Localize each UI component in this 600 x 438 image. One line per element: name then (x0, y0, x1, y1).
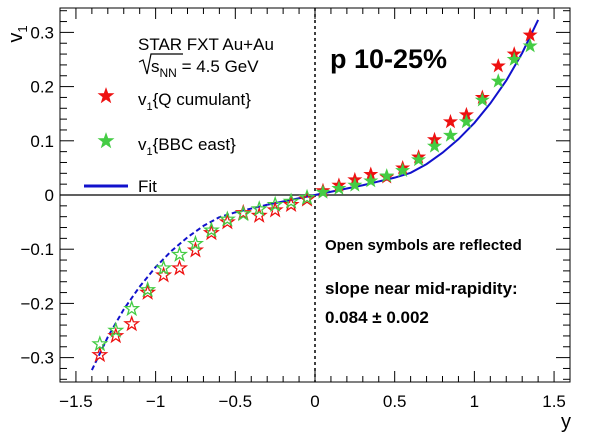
data-point-open-star (218, 210, 236, 227)
data-point-open-star (186, 241, 205, 258)
data-point-open-star (250, 200, 268, 217)
data-point-star (522, 27, 538, 42)
fit-curve-extrapolated (90, 203, 268, 371)
y-axis-tick-labels: −0.3 −0.2 −0.1 0 0.1 0.2 0.3 (20, 23, 54, 367)
data-point-open-star (266, 201, 284, 218)
legend-label-q-cumulant: v1{Q cumulant} (138, 90, 251, 113)
x-tick-label: −0.5 (219, 392, 253, 411)
legend-label-fit: Fit (138, 177, 157, 196)
legend-star-icon (97, 87, 115, 104)
legend-label-bbc-east: v1{BBC east} (138, 135, 236, 158)
data-point-open-star (234, 204, 252, 222)
data-point-open-star (250, 206, 268, 223)
data-point-open-star (202, 223, 220, 241)
data-point-open-star (155, 259, 173, 276)
legend: v1{Q cumulant} v1{BBC east} Fit (84, 87, 251, 196)
data-point-open-star (282, 195, 300, 213)
data-point-open-star (123, 299, 141, 317)
data-point-open-star (155, 266, 173, 283)
sqrt-sign-icon (138, 53, 183, 75)
data-point-star (315, 184, 331, 199)
x-tick-label: −1 (146, 392, 165, 411)
data-point-open-star (139, 283, 157, 300)
y-tick-label: 0.3 (30, 23, 54, 42)
centrality-label: p 10-25% (330, 44, 447, 74)
slope-label: slope near mid-rapidity: (325, 279, 518, 298)
y-tick-label: −0.3 (20, 349, 54, 368)
svg-text:sNN = 4.5 GeV: sNN = 4.5 GeV (151, 57, 259, 80)
energy-subscript: NN (160, 66, 177, 80)
x-tick-label: 0.5 (383, 392, 407, 411)
x-tick-label: 0 (310, 392, 319, 411)
data-point-star (442, 127, 459, 142)
data-point-open-star (91, 345, 109, 363)
data-point-open-star (91, 335, 109, 352)
y-tick-label: 0.2 (30, 78, 54, 97)
reflected-note: Open symbols are reflected (325, 237, 522, 254)
data-point-open-star (170, 245, 189, 262)
energy-value: = 4.5 GeV (177, 57, 259, 76)
y-axis-title-sub: 1 (15, 25, 30, 32)
y-axis-ticks (60, 10, 570, 380)
data-point-open-star (139, 280, 157, 298)
y-tick-label: −0.2 (20, 294, 54, 313)
data-point-star (379, 168, 395, 183)
x-tick-label: 1.5 (542, 392, 566, 411)
x-axis-title: y (561, 411, 571, 433)
data-point-star (442, 113, 459, 129)
data-point-star (522, 38, 538, 53)
energy-label: sNN = 4.5 GeV (138, 53, 259, 80)
slope-value: 0.084 ± 0.002 (325, 308, 429, 327)
legend-marker-bbc-east (97, 132, 115, 149)
data-point-open-star (123, 315, 141, 332)
data-point-open-star (107, 326, 125, 344)
data-point-star (363, 172, 379, 188)
data-markers (91, 27, 538, 363)
y-tick-label: 0.1 (30, 132, 54, 151)
data-point-open-star (282, 192, 300, 209)
experiment-label: STAR FXT Au+Au (138, 35, 274, 54)
legend-star-icon (97, 132, 115, 149)
data-point-star (395, 162, 411, 178)
data-point-star (458, 113, 474, 129)
data-point-star (474, 92, 490, 107)
data-point-open-star (266, 195, 284, 213)
y-tick-label: −0.1 (20, 240, 54, 259)
data-point-open-star (186, 234, 205, 252)
data-point-star (411, 151, 427, 167)
data-point-open-star (298, 188, 316, 205)
data-point-star (490, 73, 506, 88)
data-point-open-star (202, 221, 220, 238)
x-axis-ticks (59, 8, 571, 382)
y-tick-label: 0 (45, 186, 54, 205)
data-point-star (506, 51, 522, 66)
data-point-open-star (234, 203, 252, 221)
x-axis-tick-labels: −1.5 −1 −0.5 0 0.5 1 1.5 (59, 392, 566, 411)
data-point-star (331, 180, 347, 195)
data-point-star (490, 58, 506, 73)
energy-symbol: s (151, 57, 160, 76)
data-point-open-star (107, 321, 125, 338)
y-axis-title-main: v (5, 33, 27, 43)
y-axis-title: v1 (5, 25, 30, 42)
x-tick-label: −1.5 (59, 392, 93, 411)
x-tick-label: 1 (470, 392, 479, 411)
data-point-open-star (218, 213, 236, 230)
data-point-open-star (170, 259, 189, 276)
legend-marker-q-cumulant (97, 87, 115, 104)
data-point-star (347, 177, 363, 192)
data-point-star (426, 138, 443, 153)
